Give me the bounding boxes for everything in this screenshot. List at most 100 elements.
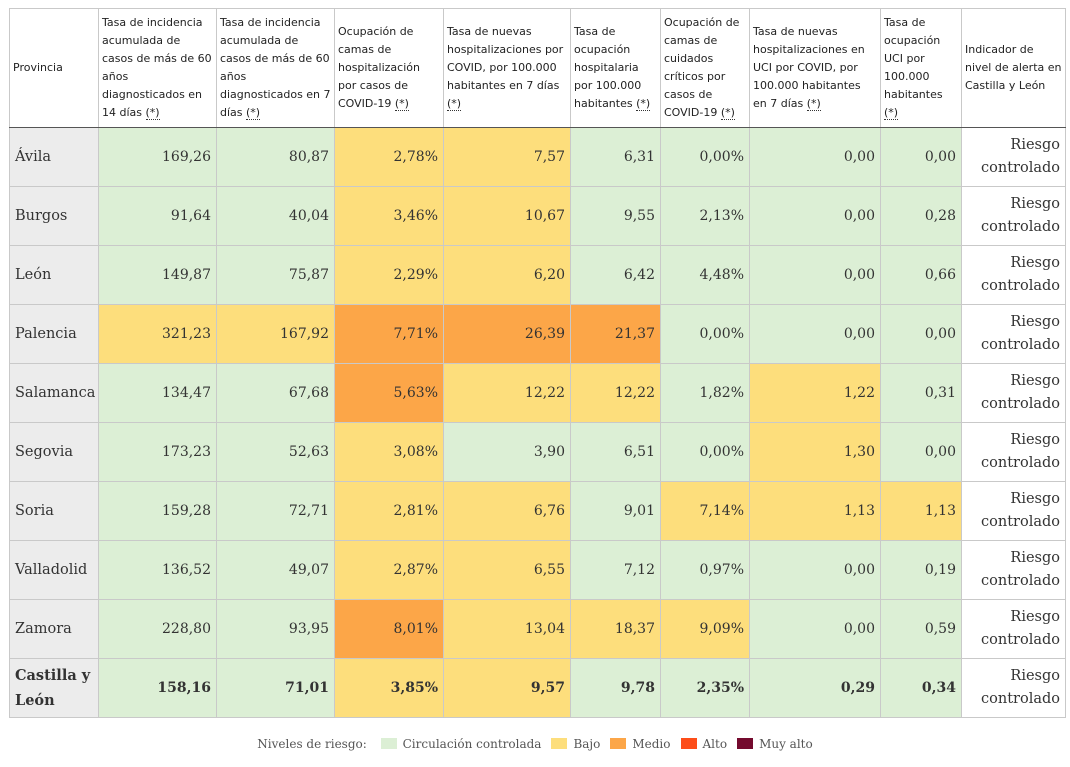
province-cell: Castilla y León	[9, 658, 99, 718]
province-cell: Segovia	[9, 422, 99, 482]
risk-indicators-table: Provincia Tasa de incidencia acumulada de…	[9, 8, 1066, 718]
indicator-cell: 6,31	[570, 127, 661, 187]
indicator-cell: 136,52	[98, 540, 217, 600]
column-header: Tasa de nuevas hospitalizaciones en UCI …	[749, 8, 881, 128]
indicator-cell: 0,00	[749, 127, 881, 187]
indicator-cell: 67,68	[216, 363, 335, 423]
indicator-cell: 0,66	[880, 245, 962, 305]
alert-level-line2: controlado	[981, 632, 1060, 648]
indicator-cell: 2,29%	[334, 245, 444, 305]
alert-level-line2: controlado	[981, 160, 1060, 176]
legend-item: Medio	[610, 737, 671, 751]
column-header-label: Ocupación de camas de hospitalización po…	[338, 25, 420, 110]
indicator-cell: 4,48%	[660, 245, 750, 305]
indicator-cell: 0,00	[749, 540, 881, 600]
indicator-cell: 0,00	[749, 599, 881, 659]
indicator-cell: 2,87%	[334, 540, 444, 600]
alert-level-cell: Riesgo controlado	[961, 304, 1066, 364]
column-header: Ocupación de camas de hospitalización po…	[334, 8, 444, 128]
table-row: Ávila 169,26 80,87 2,78% 7,57 6,31 0,00% 0,00 0,…	[9, 127, 1066, 187]
province-cell: Palencia	[9, 304, 99, 364]
column-header: Tasa de incidencia acumulada de casos de…	[216, 8, 335, 128]
alert-level-line1: Riesgo	[1010, 314, 1060, 330]
asterisk-note-link[interactable]: (*)	[145, 106, 160, 120]
indicator-cell: 5,63%	[334, 363, 444, 423]
table-header: Provincia Tasa de incidencia acumulada de…	[9, 8, 1066, 128]
asterisk-note-link[interactable]: (*)	[884, 106, 899, 120]
asterisk-note-link[interactable]: (*)	[447, 97, 462, 111]
alert-level-line1: Riesgo	[1010, 373, 1060, 389]
table-row: León 149,87 75,87 2,29% 6,20 6,42 4,48% 0,00 0,6…	[9, 245, 1066, 305]
indicator-cell: 0,34	[880, 658, 962, 718]
legend-label: Bajo	[573, 737, 601, 751]
province-cell: Salamanca	[9, 363, 99, 423]
table-row: Burgos 91,64 40,04 3,46% 10,67 9,55 2,13% 0,00 0…	[9, 186, 1066, 246]
indicator-cell: 0,00	[880, 127, 962, 187]
legend-swatch	[610, 738, 627, 749]
column-header-label: Provincia	[13, 61, 63, 74]
alert-level-line1: Riesgo	[1010, 491, 1060, 507]
indicator-cell: 1,13	[880, 481, 962, 541]
province-cell: Valladolid	[9, 540, 99, 600]
alert-level-line1: Riesgo	[1010, 609, 1060, 625]
indicator-cell: 7,14%	[660, 481, 750, 541]
indicator-cell: 228,80	[98, 599, 217, 659]
column-header-label: Tasa de incidencia acumulada de casos de…	[220, 16, 331, 119]
risk-legend: Niveles de riesgo: Circulación controlad…	[0, 737, 1070, 751]
legend-label: Circulación controlada	[402, 737, 542, 751]
column-header: Tasa de incidencia acumulada de casos de…	[98, 8, 217, 128]
indicator-cell: 0,00	[749, 186, 881, 246]
indicator-cell: 40,04	[216, 186, 335, 246]
province-cell: Ávila	[9, 127, 99, 187]
alert-level-cell: Riesgo controlado	[961, 245, 1066, 305]
asterisk-note-link[interactable]: (*)	[636, 97, 651, 111]
indicator-cell: 21,37	[570, 304, 661, 364]
indicator-cell: 91,64	[98, 186, 217, 246]
alert-level-cell: Riesgo controlado	[961, 481, 1066, 541]
indicator-cell: 71,01	[216, 658, 335, 718]
indicator-cell: 2,81%	[334, 481, 444, 541]
indicator-cell: 1,13	[749, 481, 881, 541]
asterisk-note-link[interactable]: (*)	[246, 106, 261, 120]
alert-level-line1: Riesgo	[1010, 432, 1060, 448]
asterisk-note-link[interactable]: (*)	[806, 97, 821, 111]
column-header-label: Tasa de nuevas hospitalizaciones por COV…	[447, 25, 564, 92]
indicator-cell: 3,85%	[334, 658, 444, 718]
column-header: Ocupación de camas de cuidados críticos …	[660, 8, 750, 128]
indicator-cell: 159,28	[98, 481, 217, 541]
indicator-cell: 3,90	[443, 422, 571, 482]
column-header: Tasa de ocupación hospitalaria por 100.0…	[570, 8, 661, 128]
province-cell: Zamora	[9, 599, 99, 659]
total-row: Castilla y León 158,16 71,01 3,85% 9,57 9,78 2…	[9, 658, 1066, 718]
indicator-cell: 12,22	[443, 363, 571, 423]
alert-level-line2: controlado	[981, 691, 1060, 707]
alert-level-line2: controlado	[981, 573, 1060, 589]
indicator-cell: 0,00	[880, 304, 962, 364]
indicator-cell: 0,19	[880, 540, 962, 600]
indicator-cell: 0,00	[749, 245, 881, 305]
indicator-cell: 0,29	[749, 658, 881, 718]
asterisk-note-link[interactable]: (*)	[394, 97, 409, 111]
indicator-cell: 52,63	[216, 422, 335, 482]
indicator-cell: 173,23	[98, 422, 217, 482]
indicator-cell: 8,01%	[334, 599, 444, 659]
column-header-label: Tasa de nuevas hospitalizaciones en UCI …	[753, 25, 865, 110]
alert-level-cell: Riesgo controlado	[961, 363, 1066, 423]
indicator-cell: 7,71%	[334, 304, 444, 364]
indicator-cell: 1,30	[749, 422, 881, 482]
column-header-label: Indicador de nivel de alerta en Castilla…	[965, 43, 1062, 92]
indicator-cell: 0,97%	[660, 540, 750, 600]
indicator-cell: 6,55	[443, 540, 571, 600]
indicator-cell: 169,26	[98, 127, 217, 187]
column-header-label: Tasa de ocupación hospitalaria por 100.0…	[574, 25, 642, 110]
legend-item: Circulación controlada	[380, 737, 542, 751]
indicator-cell: 12,22	[570, 363, 661, 423]
indicator-cell: 3,46%	[334, 186, 444, 246]
indicator-cell: 1,82%	[660, 363, 750, 423]
indicator-cell: 149,87	[98, 245, 217, 305]
indicator-cell: 0,59	[880, 599, 962, 659]
header-row: Provincia Tasa de incidencia acumulada de…	[9, 8, 1066, 128]
asterisk-note-link[interactable]: (*)	[720, 106, 735, 120]
indicator-cell: 321,23	[98, 304, 217, 364]
column-header-label: Tasa de ocupación UCI por 100.000 habita…	[884, 16, 943, 101]
